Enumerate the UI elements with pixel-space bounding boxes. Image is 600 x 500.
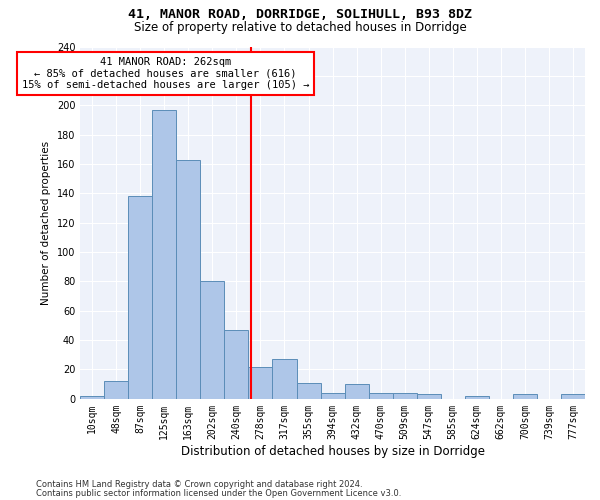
X-axis label: Distribution of detached houses by size in Dorridge: Distribution of detached houses by size … bbox=[181, 444, 485, 458]
Bar bbox=[104, 381, 128, 399]
Bar bbox=[248, 366, 272, 399]
Bar bbox=[224, 330, 248, 399]
Bar bbox=[513, 394, 537, 399]
Text: 41 MANOR ROAD: 262sqm
← 85% of detached houses are smaller (616)
15% of semi-det: 41 MANOR ROAD: 262sqm ← 85% of detached … bbox=[22, 57, 309, 90]
Text: Size of property relative to detached houses in Dorridge: Size of property relative to detached ho… bbox=[134, 21, 466, 34]
Bar bbox=[320, 393, 344, 399]
Bar bbox=[176, 160, 200, 399]
Text: Contains public sector information licensed under the Open Government Licence v3: Contains public sector information licen… bbox=[36, 488, 401, 498]
Bar bbox=[80, 396, 104, 399]
Bar bbox=[128, 196, 152, 399]
Bar bbox=[296, 382, 320, 399]
Bar bbox=[272, 359, 296, 399]
Bar bbox=[392, 393, 417, 399]
Y-axis label: Number of detached properties: Number of detached properties bbox=[41, 140, 51, 304]
Bar bbox=[368, 393, 392, 399]
Text: 41, MANOR ROAD, DORRIDGE, SOLIHULL, B93 8DZ: 41, MANOR ROAD, DORRIDGE, SOLIHULL, B93 … bbox=[128, 8, 472, 20]
Bar bbox=[152, 110, 176, 399]
Text: Contains HM Land Registry data © Crown copyright and database right 2024.: Contains HM Land Registry data © Crown c… bbox=[36, 480, 362, 489]
Bar bbox=[417, 394, 441, 399]
Bar bbox=[561, 394, 585, 399]
Bar bbox=[200, 282, 224, 399]
Bar bbox=[344, 384, 368, 399]
Bar bbox=[465, 396, 489, 399]
